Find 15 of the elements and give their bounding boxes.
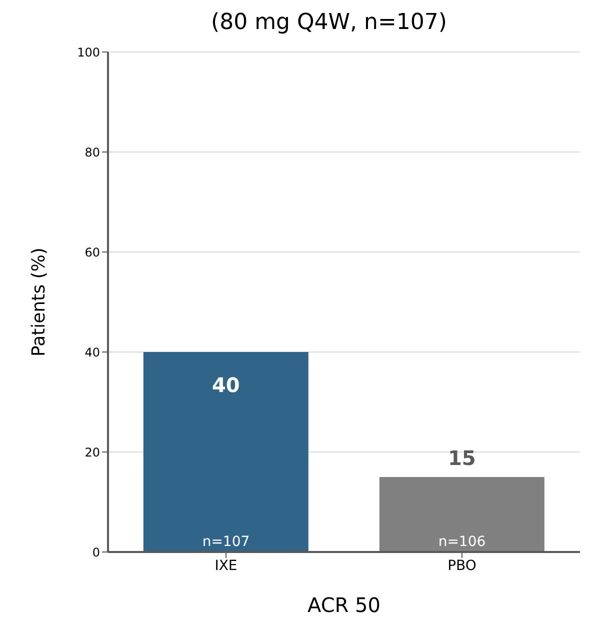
y-tick-label: 100 (77, 45, 100, 60)
x-tick-label: PBO (448, 558, 476, 574)
annotation: n=106 (438, 534, 486, 550)
y-tick-label: 0 (92, 545, 100, 560)
y-axis-title: Patients (%) (28, 248, 50, 356)
x-axis-title: ACR 50 (308, 593, 380, 617)
y-tick-label: 40 (84, 345, 100, 360)
chart-title: (80 mg Q4W, n=107) (210, 9, 448, 37)
y-tick-label: 60 (84, 245, 100, 260)
x-tick-label: IXE (214, 558, 238, 574)
data-label: 15 (448, 446, 476, 470)
annotation: n=107 (202, 534, 250, 550)
data-label: 40 (212, 373, 240, 397)
y-tick-label: 20 (84, 445, 100, 460)
y-tick-label: 80 (84, 145, 100, 160)
